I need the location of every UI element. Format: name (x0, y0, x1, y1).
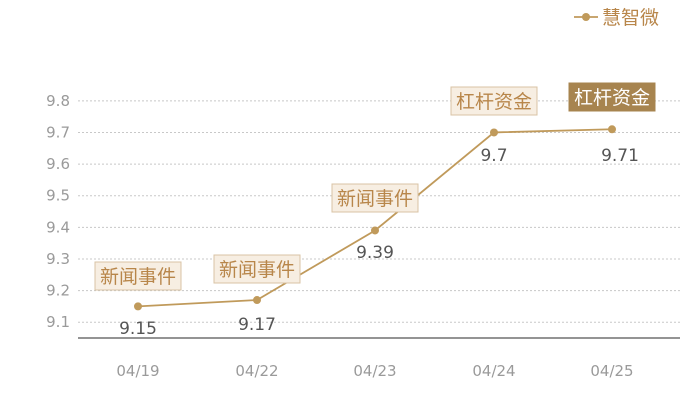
x-tick-label: 04/22 (235, 362, 278, 380)
event-annotation-label: 新闻事件 (337, 188, 413, 210)
legend-label: 慧智微 (602, 7, 659, 29)
event-annotation-label: 杠杆资金 (456, 91, 532, 113)
event-annotation-box-highlighted (568, 82, 656, 112)
data-point (608, 125, 616, 134)
data-point (253, 296, 261, 305)
x-tick-label: 04/23 (353, 362, 396, 380)
series-line (137, 128, 613, 308)
x-tick-label: 04/25 (590, 362, 633, 380)
event-annotation-box (94, 261, 182, 291)
data-value-label: 9.17 (238, 315, 276, 335)
x-tick-label: 04/24 (472, 362, 515, 380)
data-value-label: 9.7 (480, 146, 507, 166)
y-tick-label: 9.4 (46, 218, 70, 236)
y-tick-label: 9.3 (46, 250, 70, 268)
event-annotation-label: 杠杆资金 (574, 87, 650, 109)
data-value-label: 9.39 (356, 243, 394, 263)
data-value-label: 9.71 (601, 146, 639, 166)
data-point (490, 128, 498, 137)
event-annotation-label: 新闻事件 (100, 266, 176, 288)
legend-marker (582, 13, 590, 21)
event-annotation-label: 新闻事件 (219, 259, 295, 281)
y-tick-label: 9.8 (46, 92, 70, 110)
y-tick-label: 9.7 (46, 123, 70, 141)
event-annotation-box (450, 86, 538, 116)
y-tick-label: 9.1 (46, 313, 70, 331)
data-value-label: 9.15 (119, 319, 157, 339)
x-tick-label: 04/19 (116, 362, 159, 380)
event-annotation-box (213, 254, 301, 284)
data-point (371, 226, 379, 235)
data-point (134, 302, 142, 311)
y-tick-label: 9.6 (46, 155, 70, 173)
event-annotation-box (331, 183, 419, 213)
y-tick-label: 9.2 (46, 282, 70, 300)
y-tick-label: 9.5 (46, 187, 70, 205)
